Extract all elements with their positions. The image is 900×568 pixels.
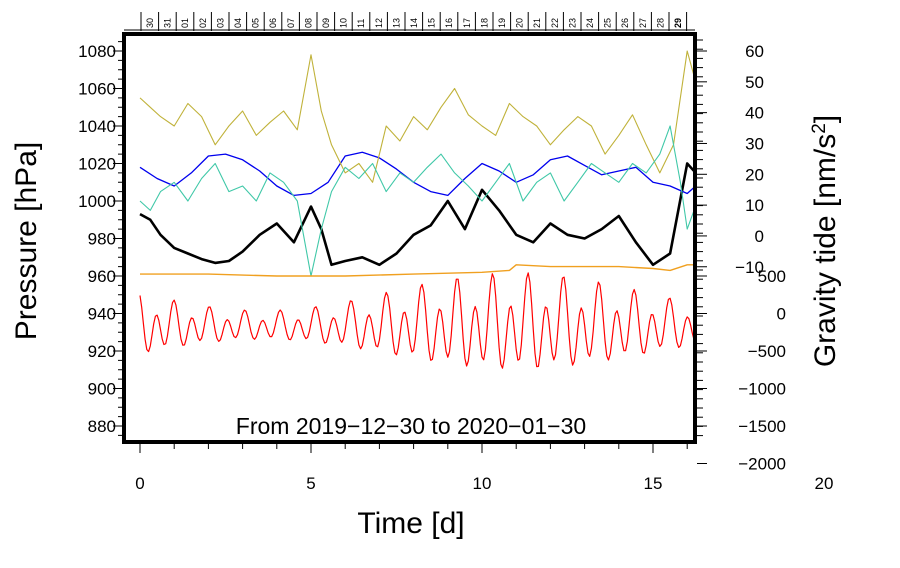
day-label: 23 xyxy=(567,18,577,28)
day-label: 29 xyxy=(673,18,683,28)
y-axis-right: −10 0 10 20 30 40 50 60 −2000 −1500 −1000 −500 0 500 xyxy=(697,39,786,474)
y-left-tick-label: 960 xyxy=(88,267,116,286)
day-label: 08 xyxy=(303,18,313,28)
x-tick-label: 20 xyxy=(815,474,834,493)
y-left-tick-label: 880 xyxy=(88,417,116,436)
day-label: 03 xyxy=(215,18,225,28)
series-tide xyxy=(139,272,693,369)
y-right-tick-label: 30 xyxy=(745,134,764,153)
y-axis-right-title-exponent: 2 xyxy=(809,123,830,134)
day-label: 31 xyxy=(163,18,173,28)
y-right-tick-label: 10 xyxy=(745,196,764,215)
top-day-axis: 30 31 01 02 03 04 05 06 07 08 09 10 11 12 13 14 15 16 17 18… xyxy=(124,12,695,31)
y-left-tick-label: 1080 xyxy=(78,42,116,61)
series-olive xyxy=(139,50,693,183)
y-axis-right-title-base: Gravity tide [nm/s xyxy=(809,134,842,367)
series-teal xyxy=(139,125,693,277)
y-axis-left-title-group: Pressure [hPa] xyxy=(10,142,43,340)
day-label: 19 xyxy=(497,18,507,28)
y-right-lower-tick-label: −1000 xyxy=(738,380,786,399)
x-tick-label: 15 xyxy=(644,474,663,493)
y-axis-left-title: Pressure [hPa] xyxy=(10,142,43,340)
day-label: 28 xyxy=(655,18,665,28)
day-label: 17 xyxy=(462,18,472,28)
y-left-tick-label: 920 xyxy=(88,342,116,361)
y-left-tick-label: 1000 xyxy=(78,192,116,211)
day-label: 22 xyxy=(550,18,560,28)
x-axis: 051015202530 xyxy=(135,444,834,493)
day-label: 02 xyxy=(198,18,208,28)
x-tick-label: 0 xyxy=(135,474,144,493)
day-label: 15 xyxy=(427,18,437,28)
plot-series xyxy=(139,50,693,369)
y-left-tick-label: 1040 xyxy=(78,117,116,136)
day-label: 06 xyxy=(268,18,278,28)
day-label: 12 xyxy=(374,18,384,28)
y-right-tick-label: 50 xyxy=(745,73,764,92)
y-right-tick-label: 20 xyxy=(745,165,764,184)
day-label: 21 xyxy=(532,18,542,28)
day-label: 05 xyxy=(251,18,261,28)
y-axis-left: 880 900 920 940 960 980 1000 1020 1040 1060 1080 xyxy=(78,41,122,436)
date-range-caption: From 2019−12−30 to 2020−01−30 xyxy=(236,413,586,439)
y-right-lower-tick-label: −2000 xyxy=(738,455,786,474)
y-right-tick-label: 40 xyxy=(745,104,764,123)
series-orange xyxy=(140,264,693,277)
series-pressure xyxy=(139,162,693,267)
day-label: 11 xyxy=(356,19,366,28)
y-right-lower-tick-label: 0 xyxy=(777,305,786,324)
day-label: 09 xyxy=(321,18,331,28)
y-right-tick-label: 0 xyxy=(755,227,764,246)
y-left-tick-label: 1060 xyxy=(78,80,116,99)
day-label: 26 xyxy=(620,18,630,28)
day-label: 07 xyxy=(286,18,296,28)
day-label: 24 xyxy=(585,18,595,28)
y-left-tick-label: 900 xyxy=(88,380,116,399)
series-blue xyxy=(139,151,693,197)
y-right-lower-tick-label: −500 xyxy=(748,342,786,361)
y-right-tick-label: −10 xyxy=(735,258,764,277)
y-right-tick-label: 60 xyxy=(745,42,764,61)
y-left-tick-label: 1020 xyxy=(78,155,116,174)
day-label: 04 xyxy=(233,18,243,28)
day-label: 30 xyxy=(145,18,155,28)
day-label: 01 xyxy=(180,18,190,28)
day-label: 25 xyxy=(603,18,613,28)
y-axis-right-title: Gravity tide [nm/s2] xyxy=(809,115,842,367)
day-label: 13 xyxy=(391,18,401,28)
x-tick-label: 5 xyxy=(306,474,315,493)
y-left-tick-label: 980 xyxy=(88,230,116,249)
y-axis-right-title-end: ] xyxy=(809,115,842,123)
y-left-tick-label: 940 xyxy=(88,305,116,324)
day-label: 18 xyxy=(479,18,489,28)
y-right-lower-tick-label: −1500 xyxy=(738,417,786,436)
x-axis-title: Time [d] xyxy=(357,507,464,540)
day-label: 20 xyxy=(515,18,525,28)
x-tick-label: 10 xyxy=(473,474,492,493)
day-label: 10 xyxy=(339,18,349,28)
y-right-lower-tick-label: 500 xyxy=(758,267,786,286)
day-label: 14 xyxy=(409,18,419,28)
day-label: 16 xyxy=(444,18,454,28)
day-label: 27 xyxy=(638,18,648,28)
plot-frame xyxy=(122,32,697,444)
